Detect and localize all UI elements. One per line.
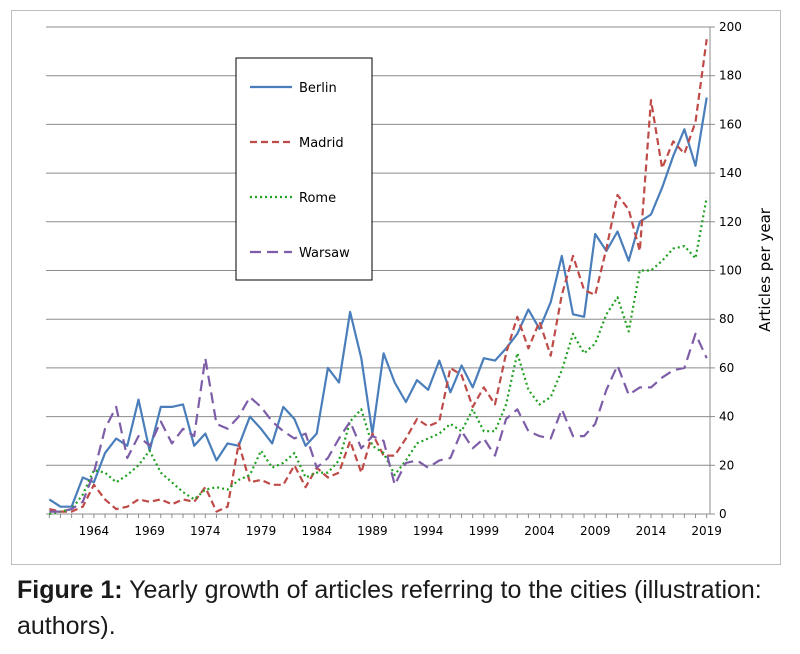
series-lines (48, 39, 708, 516)
chart-frame (11, 10, 781, 565)
line-chart: 0 20 40 60 80 100 120 140 160 180 200 1964 1969 1974 1… (46, 20, 774, 538)
x-tick-label: 2014 (636, 524, 667, 538)
figure-caption: Figure 1: Yearly growth of articles refe… (17, 572, 787, 644)
x-tick-label: 2019 (691, 524, 722, 538)
x-tick-label: 1964 (79, 524, 110, 538)
x-tick-label: 1979 (246, 524, 277, 538)
y-tick-label: 160 (719, 117, 742, 131)
y-tick-label: 20 (719, 458, 734, 472)
y-tick-label: 80 (719, 312, 734, 326)
x-tick-label: 1999 (469, 524, 500, 538)
y-tick-label: 0 (719, 507, 727, 521)
x-tick-label: 2009 (580, 524, 611, 538)
series-line-warsaw (49, 332, 708, 513)
legend-label-berlin: Berlin (299, 81, 337, 96)
x-tick-label: 1984 (301, 524, 332, 538)
y-tick-label: 180 (719, 69, 742, 83)
legend-box (235, 57, 373, 281)
legend-label-madrid: Madrid (299, 136, 344, 151)
y-axis-title: Articles per year (756, 207, 774, 332)
y-tick-label: 140 (719, 166, 742, 180)
x-tick-label: 1969 (134, 524, 165, 538)
x-tick-label: 2004 (524, 524, 555, 538)
series-line-rome (49, 197, 708, 516)
series-line-madrid (49, 39, 708, 513)
axes: 0 20 40 60 80 100 120 140 160 180 200 1964 1969 1974 1… (46, 20, 742, 538)
figure-label: Figure 1: (17, 576, 123, 604)
y-tick-label: 60 (719, 361, 734, 375)
caption-text: Yearly growth of articles referring to t… (17, 576, 762, 640)
y-tick-label: 200 (719, 20, 742, 34)
x-tick-label: 1994 (413, 524, 444, 538)
y-tick-label: 100 (719, 264, 742, 278)
legend-label-warsaw: Warsaw (299, 246, 350, 261)
legend: Berlin Madrid Rome Warsaw (235, 57, 373, 281)
y-tick-label: 40 (719, 410, 734, 424)
x-tick-label: 1974 (190, 524, 221, 538)
y-tick-label: 120 (719, 215, 742, 229)
series-line-berlin (48, 97, 708, 508)
legend-label-rome: Rome (299, 191, 336, 206)
x-tick-label: 1989 (357, 524, 388, 538)
